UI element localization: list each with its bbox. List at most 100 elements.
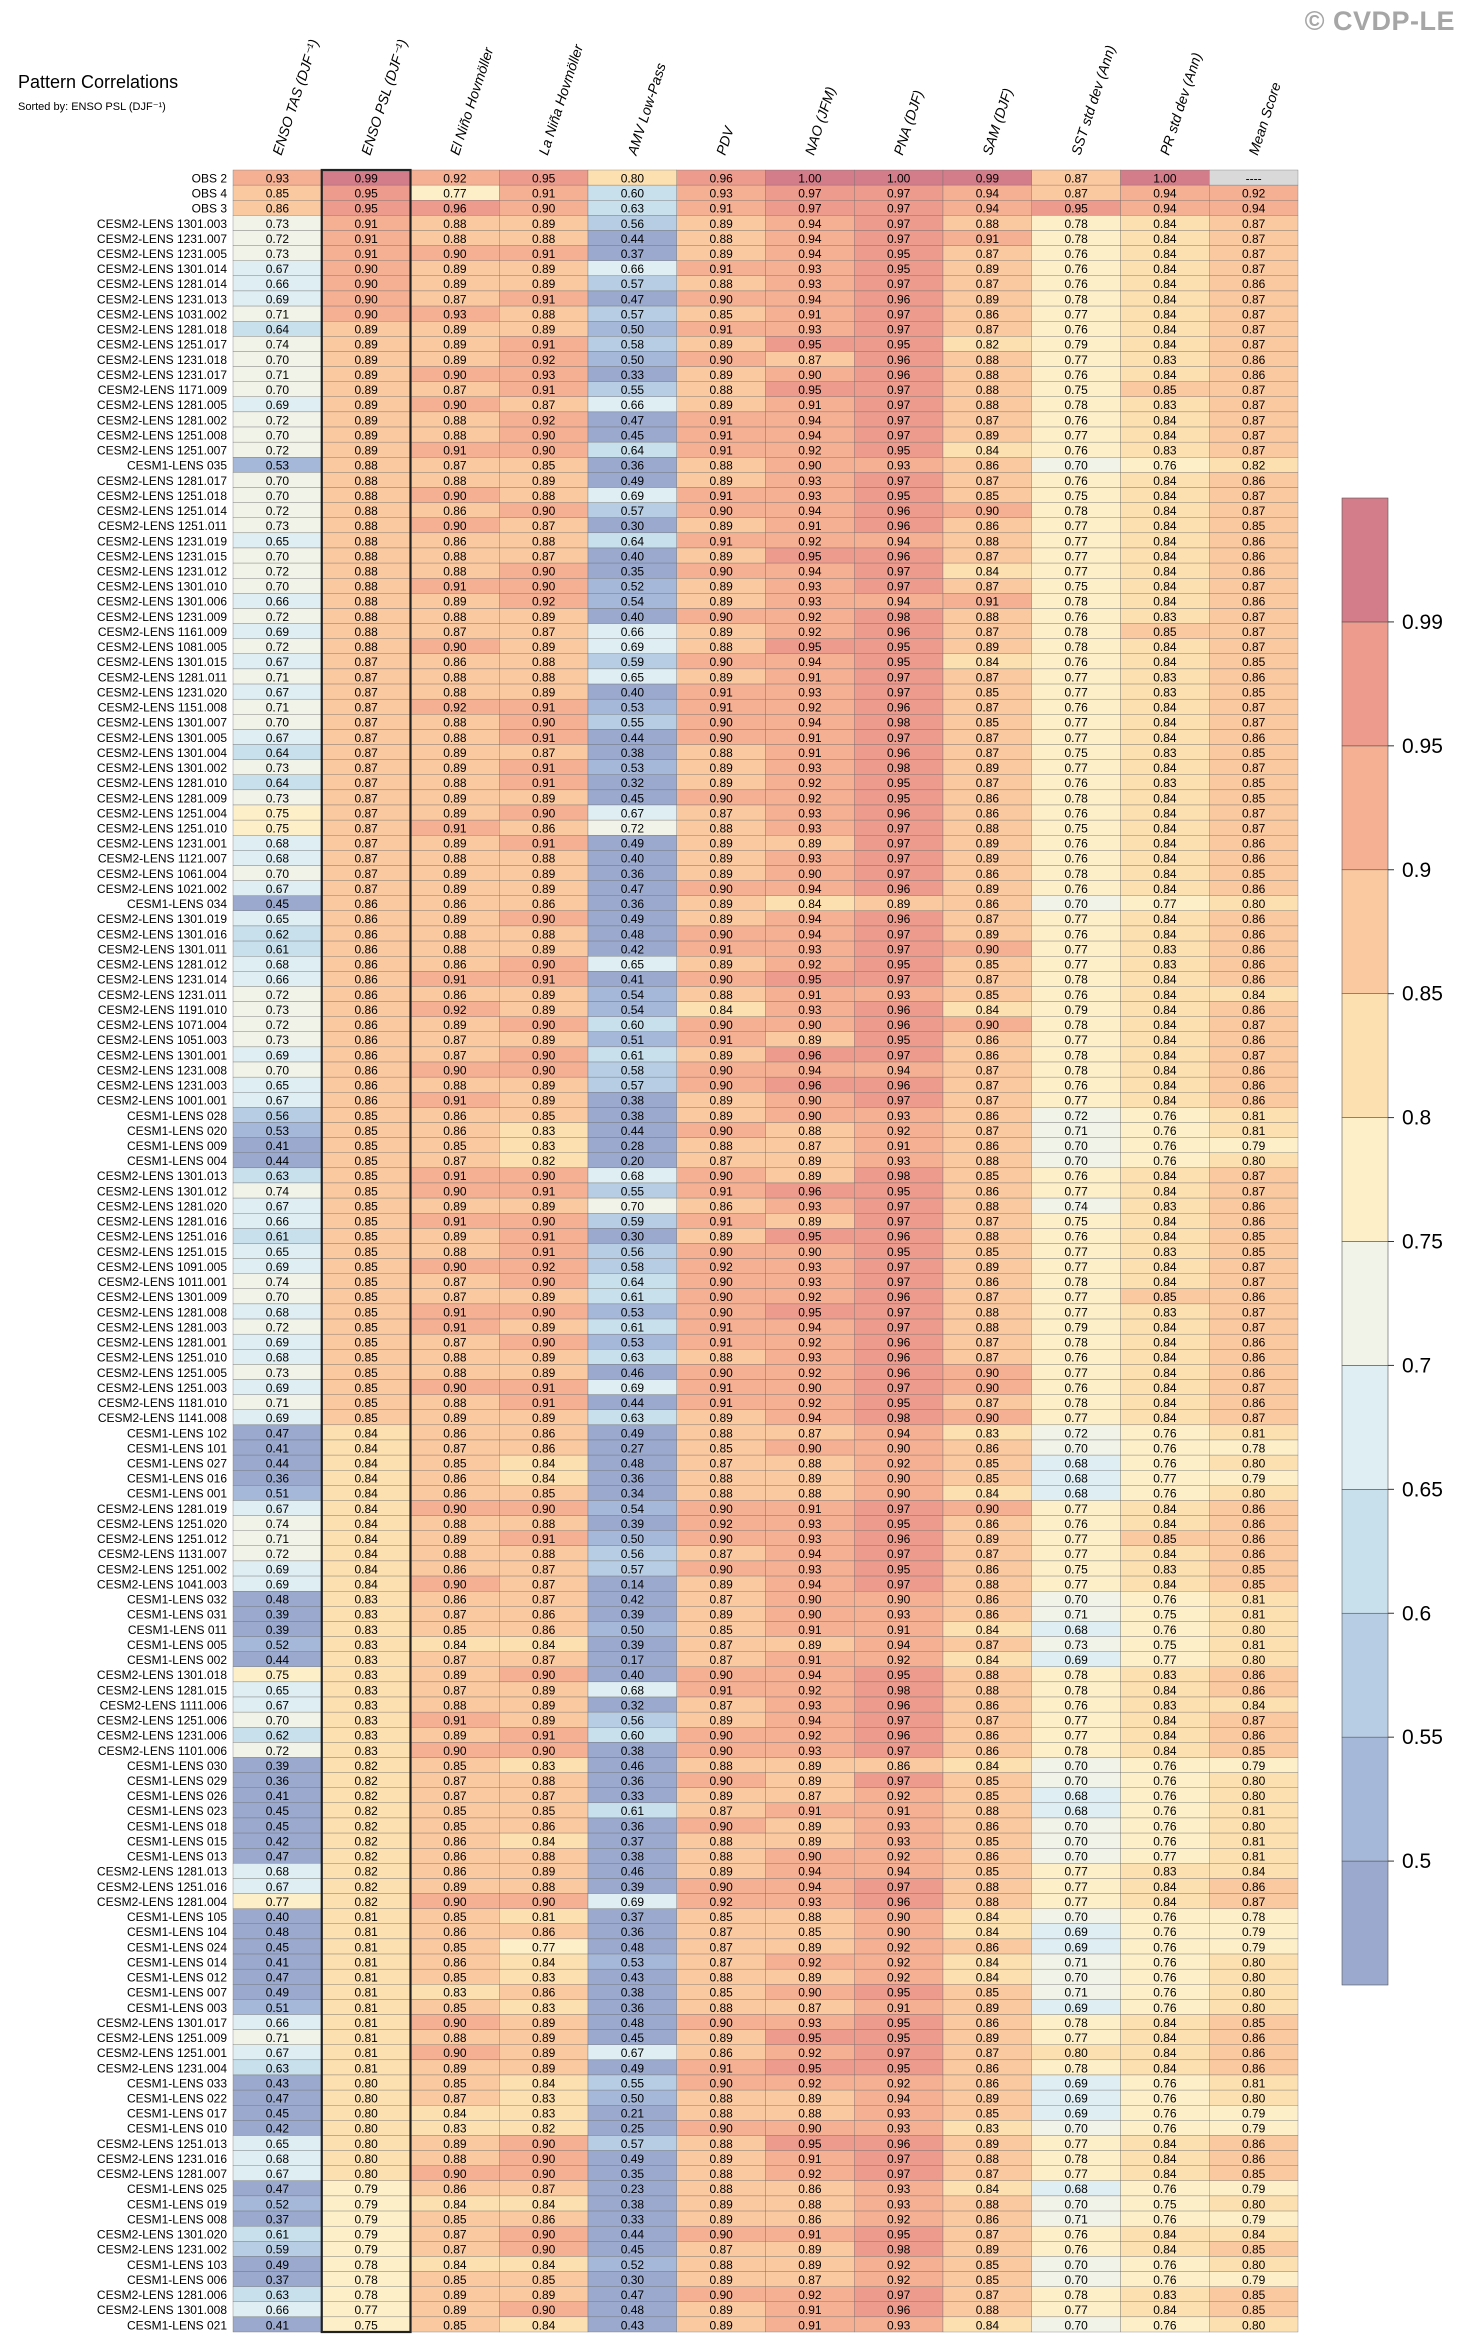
row-label: CESM1-LENS 011: [128, 1623, 227, 1637]
cell-value: 0.88: [709, 2258, 733, 2272]
cell-value: 0.72: [266, 232, 290, 246]
cell-value: 0.76: [1153, 1774, 1177, 1788]
cell-value: 0.95: [798, 338, 822, 352]
cell-value: 0.84: [1153, 1033, 1177, 1047]
cell-value: 0.88: [798, 2107, 822, 2121]
cell-value: 0.69: [621, 1381, 645, 1395]
cell-value: 0.87: [443, 2228, 467, 2242]
cell-value: 0.90: [532, 806, 556, 820]
cell-value: 0.85: [443, 1759, 467, 1773]
cell-value: 0.91: [798, 1502, 822, 1516]
cell-value: 0.37: [621, 247, 645, 261]
cell-value: 0.84: [1153, 731, 1177, 745]
cell-value: 0.77: [1064, 1094, 1088, 1108]
row-label: CESM2-LENS 1131.007: [98, 1547, 228, 1561]
cell-value: 0.90: [532, 1215, 556, 1229]
cell-value: 0.87: [798, 353, 822, 367]
cell-value: 0.92: [798, 1290, 822, 1304]
cell-value: 0.87: [709, 2243, 733, 2257]
cell-value: 0.85: [798, 1925, 822, 1939]
cell-value: 0.84: [1153, 307, 1177, 321]
cell-value: 0.88: [709, 2167, 733, 2181]
cell-value: 0.39: [621, 1517, 645, 1531]
cell-value: 0.97: [887, 1275, 911, 1289]
cell-value: 0.85: [709, 1441, 733, 1455]
cell-value: 0.88: [976, 383, 1000, 397]
cell-value: 0.92: [798, 776, 822, 790]
cell-value: 0.85: [443, 1940, 467, 1954]
cell-value: 0.96: [887, 504, 911, 518]
cell-value: 0.45: [266, 1804, 290, 1818]
row-label: CESM2-LENS 1301.005: [97, 731, 227, 745]
cell-value: 0.56: [621, 1714, 645, 1728]
cell-value: 0.43: [621, 1971, 645, 1985]
cell-value: 0.86: [532, 1426, 556, 1440]
cell-value: 0.92: [887, 2258, 911, 2272]
cell-value: 0.76: [1153, 2107, 1177, 2121]
cell-value: 0.86: [976, 2076, 1000, 2090]
cell-value: 0.86: [443, 1109, 467, 1123]
cell-value: 0.86: [532, 1925, 556, 1939]
cell-value: 0.68: [1064, 1457, 1088, 1471]
cell-value: 0.77: [1064, 912, 1088, 926]
cell-value: 0.69: [266, 1577, 290, 1591]
cell-value: 0.90: [443, 1577, 467, 1591]
cell-value: 0.76: [1153, 2091, 1177, 2105]
row-label: CESM2-LENS 1301.011: [98, 942, 228, 956]
cell-value: 0.91: [709, 685, 733, 699]
cell-value: 0.84: [976, 1910, 1000, 1924]
row-label: CESM2-LENS 1301.017: [97, 2016, 227, 2030]
cell-value: 0.64: [621, 534, 645, 548]
cell-value: 0.84: [1153, 277, 1177, 291]
cell-value: 0.83: [1153, 610, 1177, 624]
cell-value: 0.70: [621, 1199, 645, 1213]
cell-value: 0.88: [443, 2031, 467, 2045]
cell-value: 0.48: [621, 2016, 645, 2030]
cell-value: 0.78: [1064, 398, 1088, 412]
cell-value: 0.90: [798, 1441, 822, 1455]
cell-value: 0.75: [1064, 580, 1088, 594]
cell-value: 0.41: [266, 1789, 290, 1803]
cell-value: 0.88: [532, 1517, 556, 1531]
cell-value: 0.76: [1153, 1154, 1177, 1168]
cell-value: 0.91: [709, 1033, 733, 1047]
cell-value: 0.92: [532, 1260, 556, 1274]
row-label: CESM1-LENS 007: [127, 1986, 227, 2000]
cell-value: 0.77: [1064, 1577, 1088, 1591]
cell-value: 0.89: [532, 1033, 556, 1047]
cell-value: 0.86: [532, 2212, 556, 2226]
cell-value: 0.84: [1242, 2228, 1266, 2242]
cell-value: 0.85: [354, 1154, 378, 1168]
cell-value: 0.86: [1242, 549, 1266, 563]
cell-value: 0.90: [532, 564, 556, 578]
row-label: CESM2-LENS 1081.005: [97, 640, 227, 654]
cell-value: 0.91: [443, 1714, 467, 1728]
cell-value: 0.71: [1064, 1608, 1088, 1622]
cell-value: 0.84: [1153, 1215, 1177, 1229]
cell-value: 0.96: [887, 1366, 911, 1380]
cell-value: 0.40: [621, 685, 645, 699]
cell-value: 0.84: [1153, 2061, 1177, 2075]
cell-value: 0.84: [1153, 1094, 1177, 1108]
cell-value: 0.84: [354, 1532, 378, 1546]
cell-value: 0.88: [976, 2197, 1000, 2211]
cell-value: 0.93: [532, 368, 556, 382]
cell-value: 0.90: [443, 2046, 467, 2060]
cell-value: 0.89: [976, 1532, 1000, 1546]
cell-value: 0.91: [798, 2318, 822, 2332]
cell-value: 0.80: [354, 2076, 378, 2090]
cell-value: 0.45: [621, 791, 645, 805]
cell-value: 0.84: [1153, 549, 1177, 563]
cell-value: 0.86: [354, 1018, 378, 1032]
cell-value: 0.84: [443, 1638, 467, 1652]
cell-value: 0.89: [443, 338, 467, 352]
cell-value: 0.86: [1242, 1532, 1266, 1546]
cell-value: 1.00: [1153, 171, 1177, 185]
cell-value: 0.89: [976, 640, 1000, 654]
cell-value: 0.94: [887, 1063, 911, 1077]
cell-value: 0.83: [976, 2122, 1000, 2136]
cell-value: 0.76: [1153, 1109, 1177, 1123]
cell-value: 0.86: [1242, 2031, 1266, 2045]
cell-value: 0.98: [887, 716, 911, 730]
cell-value: 0.87: [709, 1955, 733, 1969]
